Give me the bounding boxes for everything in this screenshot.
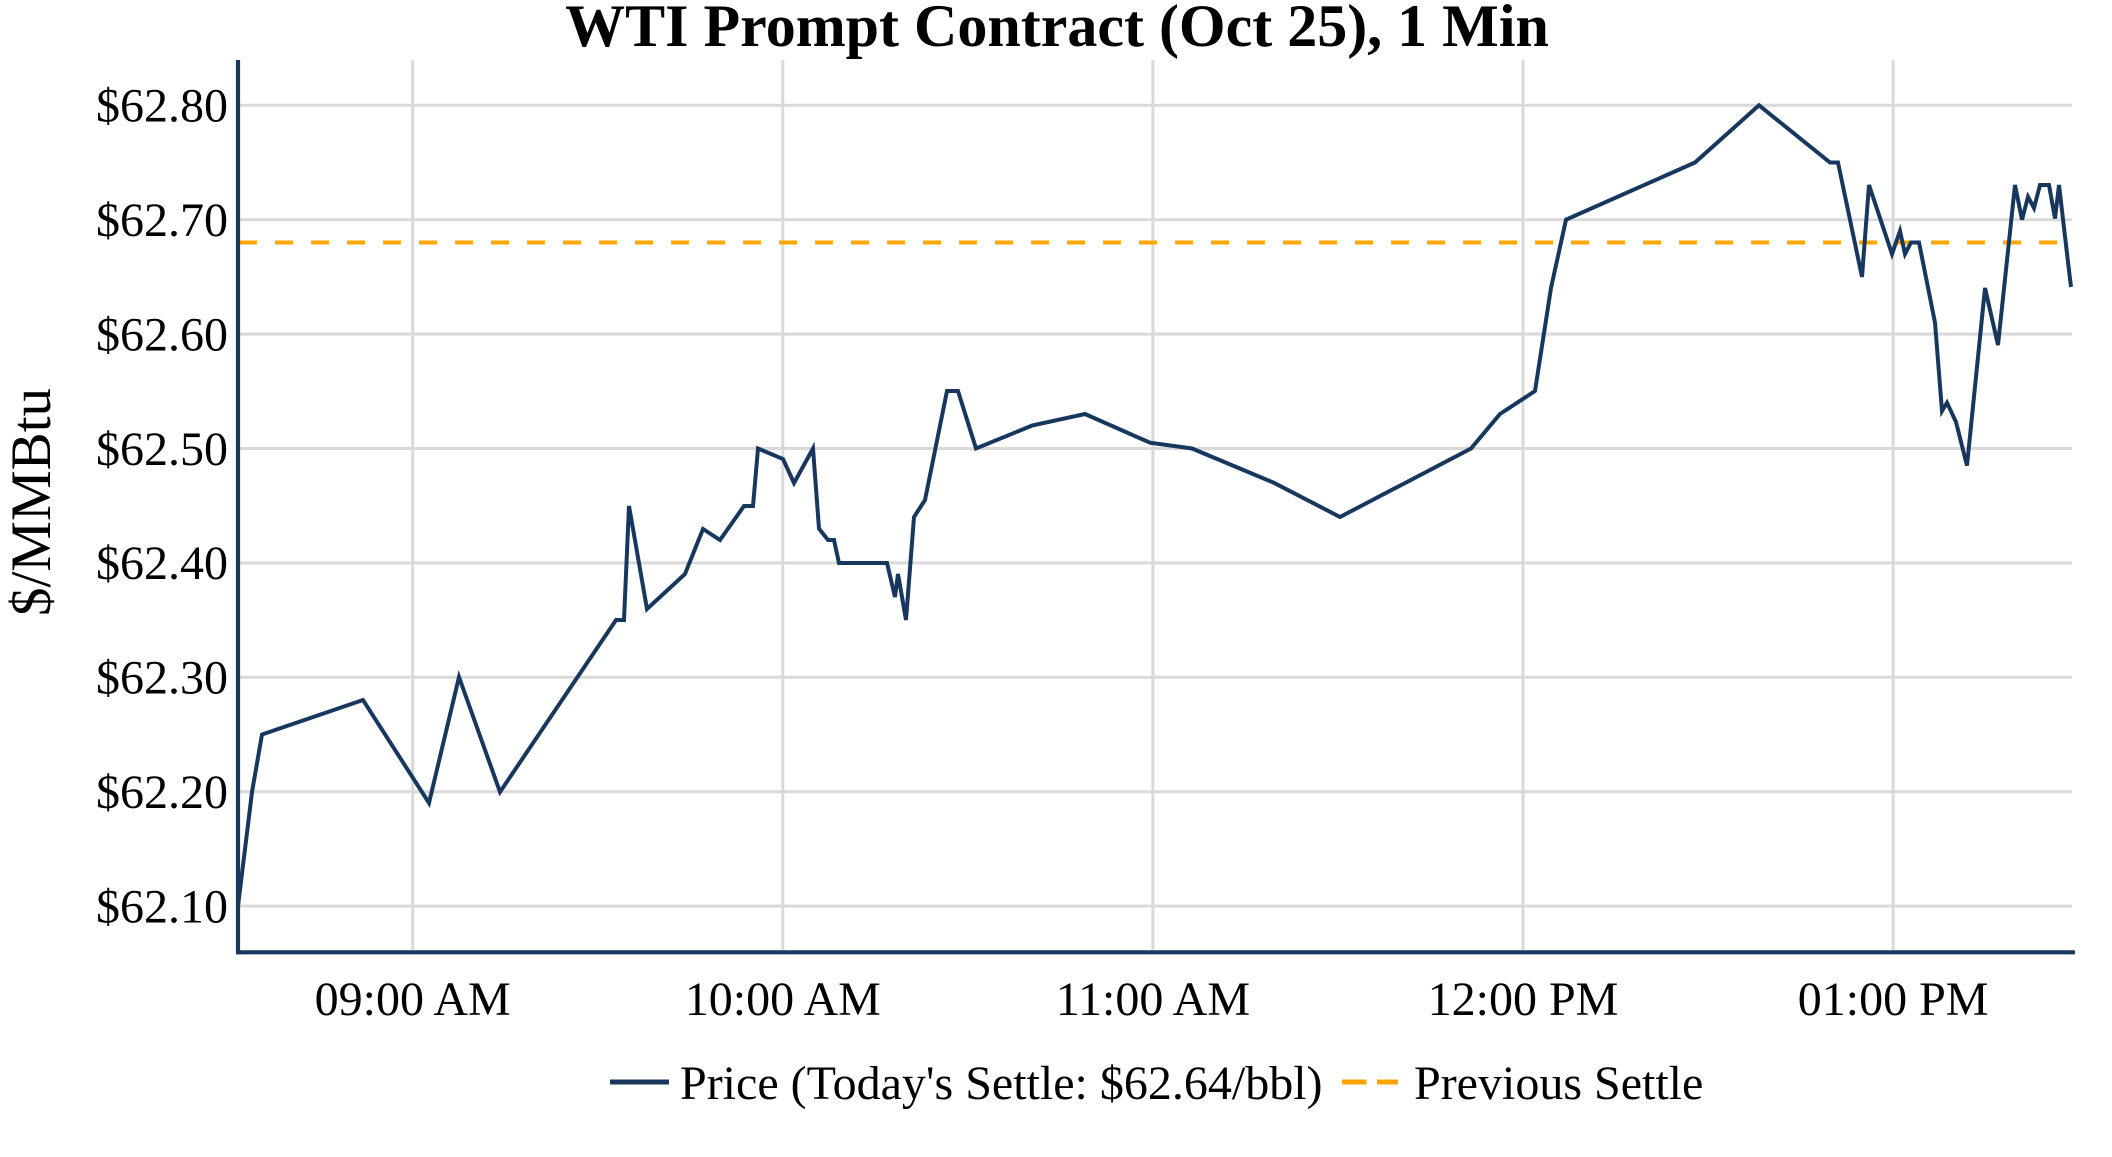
svg-text:$62.50: $62.50 [96,423,228,476]
svg-text:09:00 AM: 09:00 AM [315,973,511,1026]
svg-text:$62.20: $62.20 [96,766,228,819]
svg-text:01:00 PM: 01:00 PM [1798,973,1989,1026]
svg-text:10:00 AM: 10:00 AM [685,973,881,1026]
svg-text:12:00 PM: 12:00 PM [1428,973,1619,1026]
svg-text:Price (Today's Settle: $62.64/: Price (Today's Settle: $62.64/bbl) [680,1057,1323,1110]
svg-text:$62.60: $62.60 [96,308,228,361]
svg-text:Previous Settle: Previous Settle [1414,1057,1703,1110]
svg-text:WTI Prompt Contract (Oct 25),: WTI Prompt Contract (Oct 25), 1 Min [565,0,1549,59]
svg-text:11:00 AM: 11:00 AM [1056,973,1250,1026]
svg-text:$62.10: $62.10 [96,880,228,933]
svg-text:$62.80: $62.80 [96,80,228,133]
svg-text:$62.30: $62.30 [96,652,228,705]
svg-text:$/MMBtu: $/MMBtu [0,388,63,616]
svg-text:$62.70: $62.70 [96,194,228,247]
svg-text:$62.40: $62.40 [96,537,228,590]
